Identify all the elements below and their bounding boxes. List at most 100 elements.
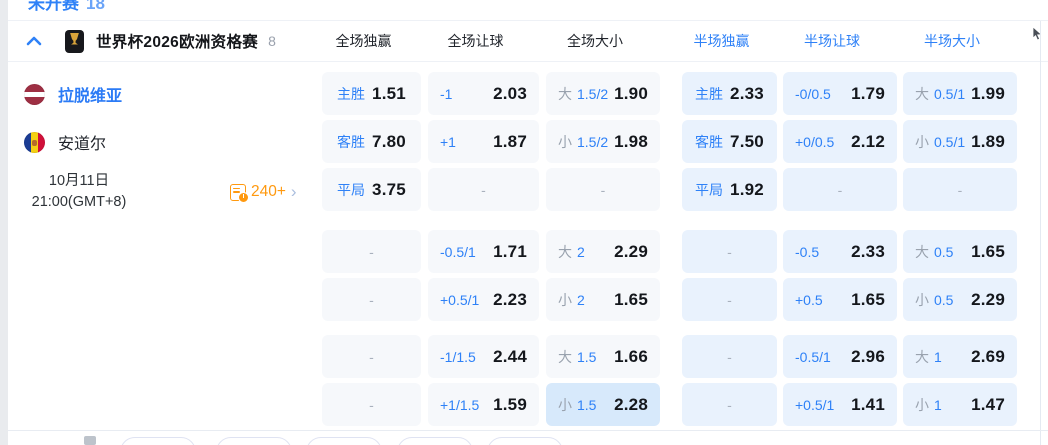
odds-ht-win-home[interactable]: 主胜 2.33 [682,72,777,115]
odds-ht-win-empty: - [682,383,777,426]
scrollbar-thumb[interactable] [84,436,96,445]
odds-value: 2.29 [614,241,648,261]
ou-direction: 大 [915,85,929,102]
odds-ht-ou3-under[interactable]: 小 1 1.47 [903,383,1017,426]
ou-direction: 小 [915,396,929,413]
odds-ft-handicap3-away[interactable]: +1/1.5 1.59 [428,383,539,426]
odds-ht-ou2-over[interactable]: 大 0.5 1.65 [903,230,1017,273]
odds-value: 1.92 [730,179,764,199]
odds-ft-win-away[interactable]: 客胜 7.80 [322,120,421,163]
odds-ft-ou-over[interactable]: 大 1.5/2 1.90 [546,72,660,115]
collapse-chevron-up-icon[interactable] [24,31,44,51]
odds-ft-handicap2-home[interactable]: -0.5/1 1.71 [428,230,539,273]
odds-ft-win-home[interactable]: 主胜 1.51 [322,72,421,115]
empty-odds: - [369,396,374,413]
odds-value: 1.90 [614,83,648,103]
league-match-count: 8 [268,33,276,49]
quick-filter-pill[interactable] [216,437,292,445]
quick-filter-pill[interactable] [306,437,382,445]
odds-ht-handicap3-home[interactable]: -0.5/1 2.96 [783,335,897,378]
ou-line: 2 [577,243,585,260]
odds-ft-win-empty: - [322,278,421,321]
odds-ht-ou-over[interactable]: 大 0.5/1 1.99 [903,72,1017,115]
ou-direction: 小 [915,291,929,308]
left-edge-strip [0,0,8,445]
odds-ft-win-empty: - [322,383,421,426]
odds-value: 1.51 [372,83,406,103]
handicap-line: -1 [440,85,453,102]
quick-filter-pill[interactable] [120,437,196,445]
empty-odds: - [369,291,374,308]
handicap-line: +1/1.5 [440,396,480,413]
odds-value: 2.03 [493,83,527,103]
markets-list-icon [230,183,249,203]
odds-ft-ou2-over[interactable]: 大 2 2.29 [546,230,660,273]
away-team-row: 安道尔 [24,128,106,156]
selection-label: 主胜 [695,85,724,102]
odds-value: 1.87 [493,131,527,151]
handicap-line: -0.5 [795,243,820,260]
empty-odds: - [727,396,732,413]
ou-direction: 小 [558,291,572,308]
odds-value: 1.47 [971,394,1005,414]
odds-ht-handicap3-away[interactable]: +0.5/1 1.41 [783,383,897,426]
handicap-line: +0.5 [795,291,823,308]
odds-value: 1.65 [851,289,885,309]
ou-line: 0.5 [934,243,954,260]
home-team-row: 拉脱维亚 [24,80,122,108]
odds-ft-ou3-under-highlighted[interactable]: 小 1.5 2.28 [546,383,660,426]
odds-ft-handicap-away[interactable]: +1 1.87 [428,120,539,163]
odds-ht-ou-empty: - [903,168,1017,211]
odds-value: 1.65 [971,241,1005,261]
odds-ft-handicap-home[interactable]: -1 2.03 [428,72,539,115]
odds-ht-handicap2-away[interactable]: +0.5 1.65 [783,278,897,321]
ou-direction: 小 [558,133,572,150]
odds-value: 3.75 [372,179,406,199]
handicap-line: +0.5/1 [795,396,835,413]
empty-odds: - [957,181,963,198]
odds-value: 1.98 [614,131,648,151]
handicap-line: +0/0.5 [795,133,835,150]
odds-ht-ou2-under[interactable]: 小 0.5 2.29 [903,278,1017,321]
odds-ht-handicap-away[interactable]: +0/0.5 2.12 [783,120,897,163]
odds-ht-handicap2-home[interactable]: -0.5 2.33 [783,230,897,273]
odds-value: 2.69 [971,346,1005,366]
more-markets-link[interactable]: 240+ › [230,183,297,203]
handicap-line: -0.5/1 [795,348,831,365]
empty-odds: - [837,181,843,198]
column-header-ht-handicap: 半场让球 [804,33,860,49]
odds-value: 7.50 [730,131,764,151]
odds-value: 1.99 [971,83,1005,103]
odds-ht-handicap-home[interactable]: -0/0.5 1.79 [783,72,897,115]
selection-label: 客胜 [695,133,724,150]
odds-value: 1.65 [614,289,648,309]
odds-ft-win-empty: - [322,335,421,378]
home-team-name-link[interactable]: 拉脱维亚 [58,88,123,105]
odds-value: 2.33 [851,241,885,261]
ou-line: 0.5/1 [934,85,966,102]
ou-direction: 大 [915,243,929,260]
odds-ft-ou3-over[interactable]: 大 1.5 1.66 [546,335,660,378]
odds-ft-ou-under[interactable]: 小 1.5/2 1.98 [546,120,660,163]
odds-ht-ou-under[interactable]: 小 0.5/1 1.89 [903,120,1017,163]
status-tab-label: 未开赛 [28,0,79,13]
status-tab-notstarted[interactable]: 未开赛 18 [28,0,105,18]
odds-value: 7.80 [372,131,406,151]
odds-ft-ou2-under[interactable]: 小 2 1.65 [546,278,660,321]
odds-ft-win-draw[interactable]: 平局 3.75 [322,168,421,211]
handicap-line: +0.5/1 [440,291,480,308]
latvia-flag-icon [24,83,45,105]
ou-line: 1.5/2 [577,133,609,150]
quick-filter-pill[interactable] [397,437,473,445]
odds-ft-handicap2-away[interactable]: +0.5/1 2.23 [428,278,539,321]
ou-line: 1 [934,396,942,413]
odds-ht-ou3-over[interactable]: 大 1 2.69 [903,335,1017,378]
odds-ht-win-draw[interactable]: 平局 1.92 [682,168,777,211]
odds-value: 2.29 [971,289,1005,309]
odds-value: 2.96 [851,346,885,366]
odds-ft-handicap3-home[interactable]: -1/1.5 2.44 [428,335,539,378]
ou-direction: 大 [558,348,572,365]
divider [8,20,1048,21]
quick-filter-pill[interactable] [487,437,563,445]
odds-ht-win-away[interactable]: 客胜 7.50 [682,120,777,163]
